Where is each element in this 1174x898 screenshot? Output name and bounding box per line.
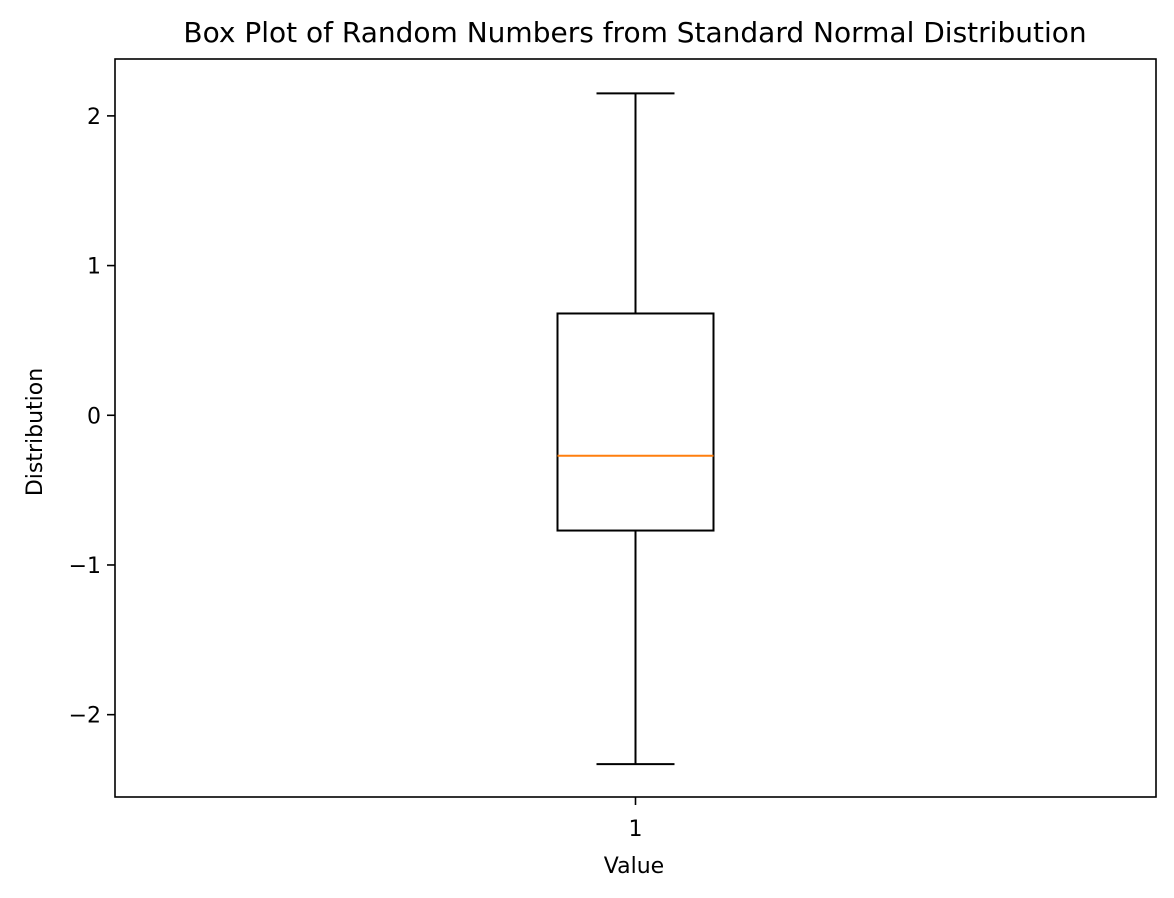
y-tick-label: −1 bbox=[69, 554, 101, 579]
x-axis-ticks: 1 bbox=[629, 797, 643, 842]
x-tick-label: 1 bbox=[629, 817, 643, 842]
y-axis-ticks: −2 −1 0 1 2 bbox=[69, 105, 115, 729]
y-tick-label: 0 bbox=[87, 404, 101, 429]
y-tick-label: 1 bbox=[87, 255, 101, 280]
x-axis-label: Value bbox=[604, 854, 664, 879]
y-tick-label: −2 bbox=[69, 704, 101, 729]
box-series bbox=[556, 92, 715, 766]
y-axis-label: Distribution bbox=[23, 368, 48, 496]
interquartile-box bbox=[556, 312, 715, 532]
chart-title: Box Plot of Random Numbers from Standard… bbox=[183, 16, 1086, 49]
y-tick-label: 2 bbox=[87, 105, 101, 130]
